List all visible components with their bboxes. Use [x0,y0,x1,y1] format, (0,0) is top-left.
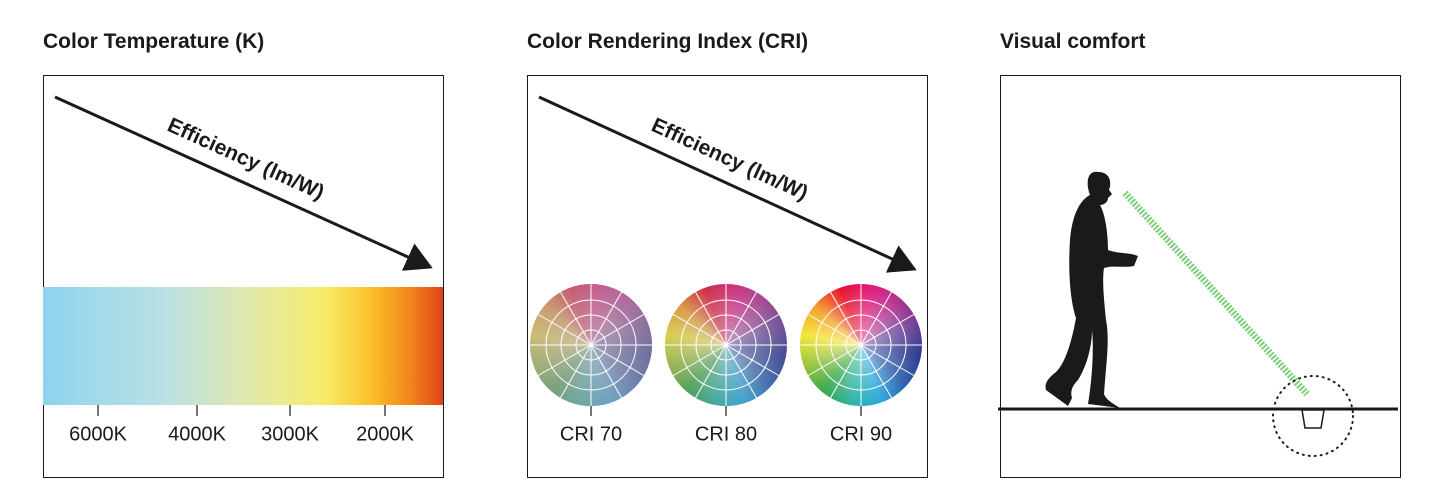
panel-frame [43,75,444,478]
scale-label: 3000K [261,423,319,445]
wheel-spoke [672,314,727,346]
wheel-spoke [725,344,780,376]
recessed-luminaire [1301,409,1325,429]
scale-label: 4000K [168,423,226,445]
wheel-spoke [590,291,622,346]
wheel-spoke [725,314,780,346]
wheel-label: CRI 90 [830,423,892,445]
wheel-spoke [537,344,592,376]
glare-line [1122,190,1310,397]
wheel-spoke [725,344,757,399]
panel-title: Visual comfort [1000,30,1145,53]
wheel-spoke [860,344,892,399]
highlight-circle [1272,375,1354,457]
panel-title: Color Temperature (K) [43,30,264,53]
wheel-label: CRI 80 [695,423,757,445]
wheel-spoke [860,314,915,346]
wheel-label: CRI 70 [560,423,622,445]
arrow [54,95,433,271]
wheel-spoke [860,344,915,376]
panel-title: Color Rendering Index (CRI) [527,30,808,53]
wheel-spoke [590,344,622,399]
wheel-spoke [725,291,757,346]
panel-frame [527,75,928,478]
scale-label: 6000K [69,423,127,445]
wheel-spoke [590,314,645,346]
scale-label: 2000K [356,423,414,445]
wheel-spoke [830,291,862,346]
wheel-spoke [590,344,645,376]
wheel-spoke [860,291,892,346]
person-silhouette [1045,171,1138,408]
wheel-spoke [807,344,862,376]
wheel-spoke [695,291,727,346]
panel-frame [1000,75,1401,478]
color-temperature-scale [43,287,443,405]
wheel-spoke [807,314,862,346]
wheel-spoke [537,314,592,346]
wheel-spoke [560,291,592,346]
wheel-spoke [560,344,592,399]
arrow [538,95,917,273]
wheel-spoke [695,344,727,399]
wheel-spoke [830,344,862,399]
wheel-spoke [672,344,727,376]
